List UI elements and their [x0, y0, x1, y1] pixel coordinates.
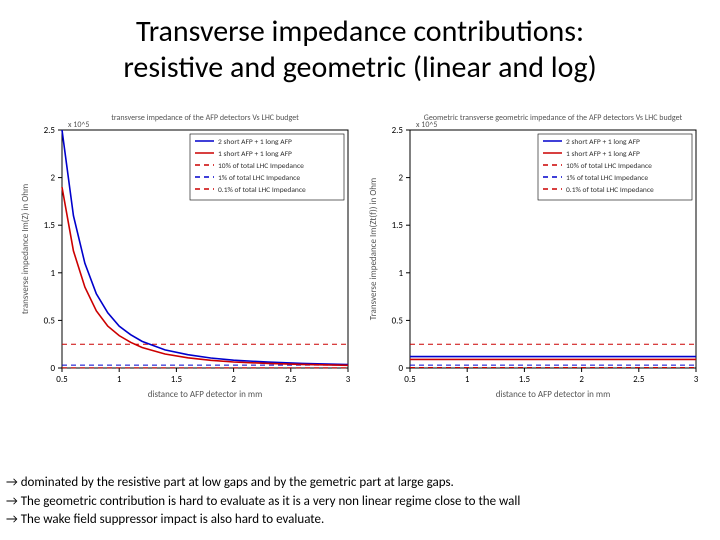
- svg-text:2.5: 2.5: [285, 374, 297, 385]
- bullet-2: → The geometric contribution is hard to …: [6, 493, 714, 511]
- svg-text:10% of total LHC Impedance: 10% of total LHC Impedance: [566, 162, 652, 171]
- svg-text:10% of total LHC Impedance: 10% of total LHC Impedance: [218, 162, 304, 171]
- svg-text:1.5: 1.5: [171, 374, 183, 385]
- charts-row: 0.511.522.5300.511.522.5transverse imped…: [0, 112, 720, 402]
- svg-text:0.5: 0.5: [44, 315, 56, 326]
- bullet-3: → The wake field suppressor impact is al…: [6, 511, 714, 529]
- svg-text:1: 1: [50, 268, 55, 279]
- svg-text:Geometric transverse geometric: Geometric transverse geometric impedance…: [424, 113, 683, 123]
- svg-text:3: 3: [694, 374, 699, 385]
- svg-text:1 short AFP + 1 long AFP: 1 short AFP + 1 long AFP: [218, 150, 292, 159]
- svg-text:2 short AFP + 1 long AFP: 2 short AFP + 1 long AFP: [218, 138, 292, 147]
- svg-text:transverse impedance Im(Z) in: transverse impedance Im(Z) in Ohm: [20, 184, 31, 314]
- left-chart: 0.511.522.5300.511.522.5transverse imped…: [16, 112, 356, 402]
- right-chart: 0.511.522.5300.511.522.5Geometric transv…: [364, 112, 704, 402]
- svg-text:1.5: 1.5: [519, 374, 531, 385]
- svg-text:2.5: 2.5: [44, 125, 56, 136]
- svg-text:distance to AFP detector in mm: distance to AFP detector in mm: [496, 389, 611, 400]
- bullet-1: → dominated by the resistive part at low…: [6, 474, 714, 492]
- svg-text:x 10^5: x 10^5: [68, 120, 89, 130]
- svg-text:2: 2: [50, 173, 55, 184]
- svg-text:0.1% of total LHC Impedance: 0.1% of total LHC Impedance: [566, 186, 654, 195]
- title-line-1: Transverse impedance contributions:: [136, 13, 584, 50]
- svg-text:2.5: 2.5: [633, 374, 645, 385]
- svg-text:x 10^5: x 10^5: [416, 120, 437, 130]
- svg-text:2: 2: [231, 374, 236, 385]
- svg-text:1% of total LHC Impedance: 1% of total LHC Impedance: [566, 174, 648, 183]
- svg-text:0.5: 0.5: [392, 315, 404, 326]
- svg-text:2: 2: [398, 173, 403, 184]
- svg-text:Transverse impedance Im(Zt(f)): Transverse impedance Im(Zt(f)) in Ohm: [368, 178, 379, 320]
- svg-text:3: 3: [346, 374, 351, 385]
- svg-text:0: 0: [50, 363, 55, 374]
- bullet-notes: → dominated by the resistive part at low…: [6, 474, 714, 530]
- slide-title: Transverse impedance contributions: resi…: [0, 0, 720, 94]
- svg-text:2: 2: [579, 374, 584, 385]
- svg-text:1: 1: [117, 374, 122, 385]
- svg-text:1 short AFP + 1 long AFP: 1 short AFP + 1 long AFP: [566, 150, 640, 159]
- svg-text:1.5: 1.5: [392, 220, 404, 231]
- svg-text:1: 1: [398, 268, 403, 279]
- svg-text:distance to AFP detector in mm: distance to AFP detector in mm: [148, 389, 263, 400]
- svg-text:0.5: 0.5: [56, 374, 68, 385]
- svg-text:1: 1: [465, 374, 470, 385]
- svg-text:2 short AFP + 1 long AFP: 2 short AFP + 1 long AFP: [566, 138, 640, 147]
- svg-text:0.5: 0.5: [404, 374, 416, 385]
- svg-text:2.5: 2.5: [392, 125, 404, 136]
- svg-text:1.5: 1.5: [44, 220, 56, 231]
- svg-text:transverse impedance of the AF: transverse impedance of the AFP detector…: [111, 113, 299, 123]
- svg-text:0.1% of total LHC Impedance: 0.1% of total LHC Impedance: [218, 186, 306, 195]
- title-line-2: resistive and geometric (linear and log): [123, 49, 596, 86]
- svg-text:1% of total LHC Impedance: 1% of total LHC Impedance: [218, 174, 300, 183]
- svg-text:0: 0: [398, 363, 403, 374]
